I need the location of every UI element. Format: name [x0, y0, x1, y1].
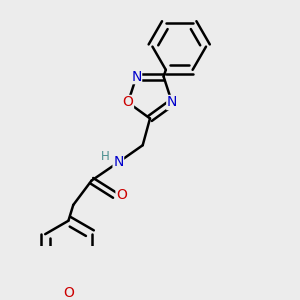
Text: N: N: [113, 155, 124, 169]
Text: O: O: [116, 188, 127, 202]
Text: O: O: [123, 95, 134, 110]
Text: N: N: [131, 70, 142, 84]
Text: O: O: [63, 286, 74, 300]
Text: H: H: [100, 150, 109, 163]
Text: N: N: [167, 95, 177, 110]
